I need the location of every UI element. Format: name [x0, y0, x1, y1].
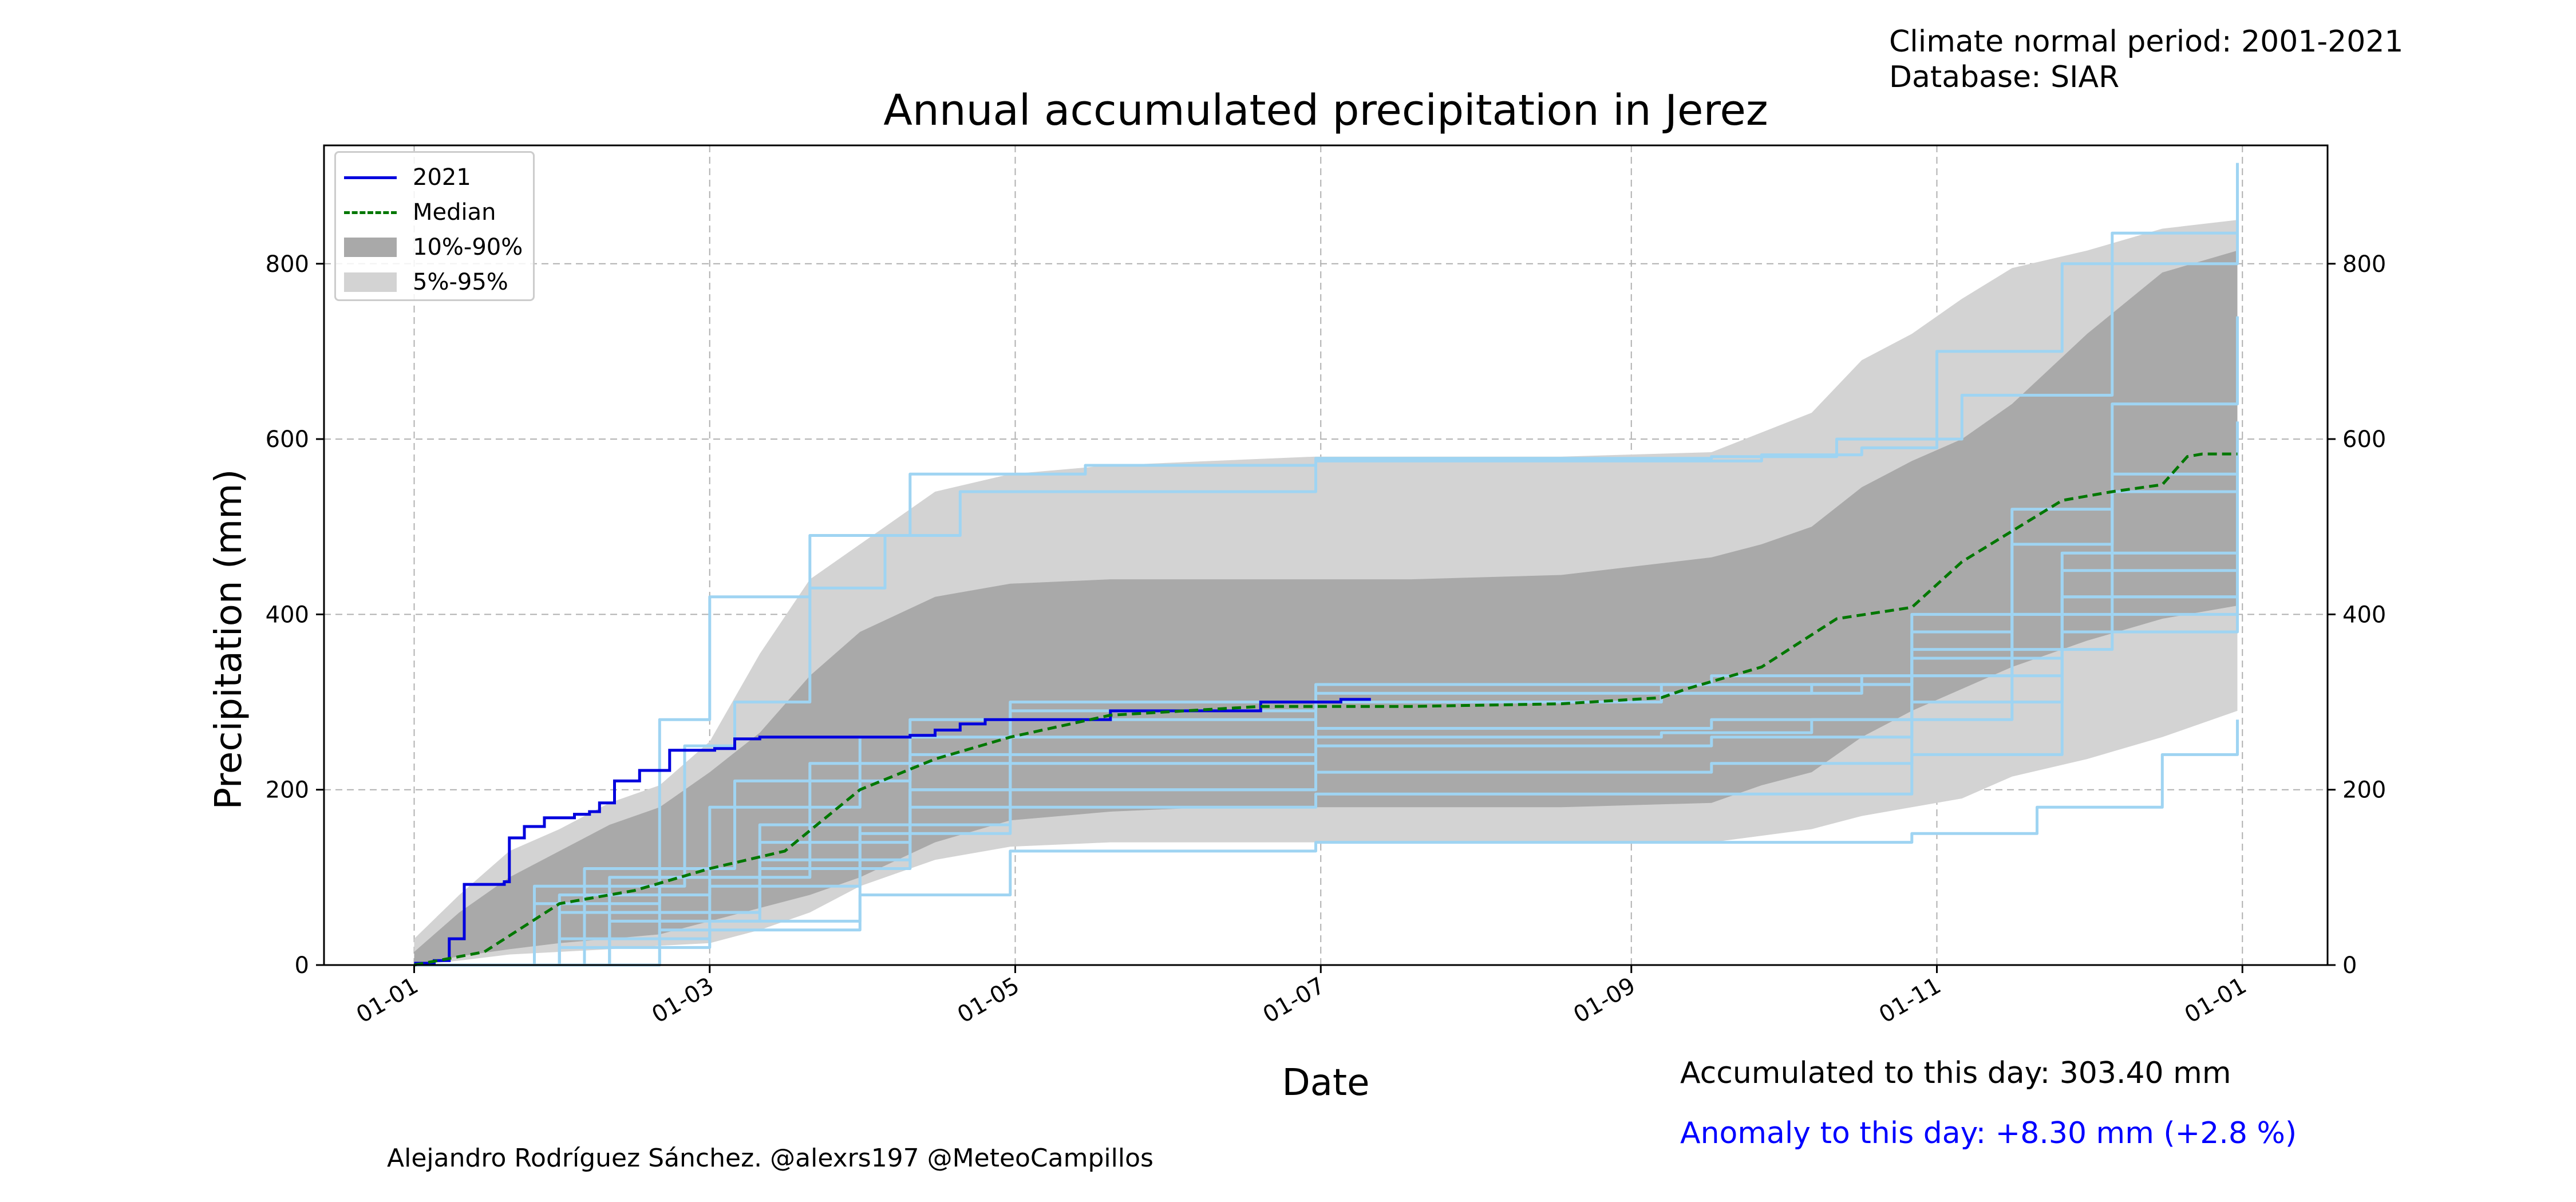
series-line-median [414, 452, 2238, 967]
accumulated-text: Accumulated to this day: 303.40 mm [1680, 1056, 2231, 1090]
legend-label: 2021 [413, 164, 471, 191]
historical-year-lines [414, 163, 2239, 967]
x-tick-label: 01-09 [1569, 972, 1640, 1029]
x-tick-label: 01-07 [1259, 972, 1330, 1029]
historical-year-line [414, 163, 2239, 967]
x-tick-label: 01-11 [1875, 972, 1946, 1029]
y-tick-label-right: 800 [2342, 251, 2386, 278]
y-tick-label: 400 [266, 602, 309, 628]
historical-year-line [414, 719, 2239, 967]
percentile-bands [414, 220, 2238, 966]
series-lines [414, 452, 2238, 967]
x-tick-label: 01-03 [647, 972, 718, 1029]
legend-item-median: Median [344, 195, 525, 230]
legend-swatch-dark-band [344, 237, 397, 257]
legend-label: Median [413, 199, 496, 226]
legend-item-5-95: 5%-95% [344, 264, 525, 299]
legend-swatch-line [344, 168, 397, 187]
chart-title: Annual accumulated precipitation in Jere… [883, 86, 1768, 135]
y-tick-label: 600 [266, 426, 309, 453]
legend-item-2021: 2021 [344, 160, 525, 195]
y-tick-label-right: 200 [2342, 777, 2386, 804]
legend-swatch-dashed [344, 203, 397, 222]
legend-swatch-light-band [344, 272, 397, 292]
y-tick-label: 200 [266, 777, 309, 804]
database-text: Database: SIAR [1889, 60, 2120, 94]
historical-year-line [414, 553, 2239, 967]
historical-year-line [414, 588, 2239, 967]
historical-year-line [414, 220, 2239, 967]
chart-legend: 2021 Median 10%-90% 5%-95% [334, 151, 535, 301]
legend-label: 5%-95% [413, 268, 508, 295]
x-tick-label: 01-05 [953, 972, 1024, 1029]
series-line-2021 [414, 698, 1371, 965]
historical-year-line [414, 316, 2239, 967]
x-axis-label: Date [1282, 1062, 1370, 1104]
y-axis-label: Precipitation (mm) [208, 469, 250, 810]
plot-frame [323, 144, 2329, 966]
legend-item-10-90: 10%-90% [344, 230, 525, 264]
band-10-90 [414, 250, 2238, 965]
climate-period-text: Climate normal period: 2001-2021 [1889, 25, 2404, 59]
legend-label: 10%-90% [413, 234, 523, 260]
y-tick-label: 800 [266, 251, 309, 278]
y-tick-label: 0 [295, 952, 309, 979]
anomaly-text: Anomaly to this day: +8.30 mm (+2.8 %) [1680, 1116, 2297, 1150]
historical-year-line [414, 439, 2239, 967]
credit-text: Alejandro Rodríguez Sánchez. @alexrs197 … [387, 1144, 1153, 1173]
x-tick-label: 01-01 [2180, 972, 2251, 1029]
y-tick-label-right: 600 [2342, 426, 2386, 453]
y-tick-label-right: 0 [2342, 952, 2357, 979]
x-tick-label: 01-01 [352, 972, 423, 1029]
info-block: Climate normal period: 2001-2021 Databas… [1889, 24, 2404, 95]
y-tick-label-right: 400 [2342, 602, 2386, 628]
